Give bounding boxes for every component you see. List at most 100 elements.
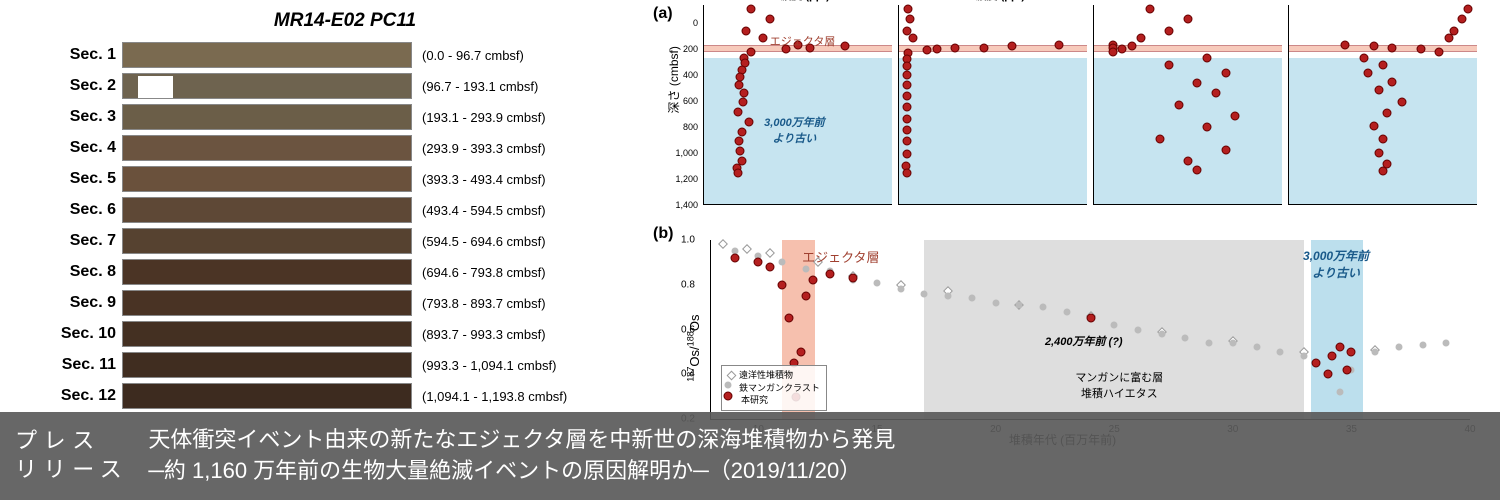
data-point [1221, 145, 1230, 154]
gray-point [897, 286, 904, 293]
data-point [902, 114, 911, 123]
core-row: Sec. 8(694.6 - 793.8 cmbsf) [60, 257, 630, 287]
red-point [1328, 352, 1337, 361]
banner-line1: 天体衝突イベント由来の新たなエジェクタ層を中新世の深海堆積物から発見 [148, 425, 895, 456]
gray-point [1040, 304, 1047, 311]
depth-range: (893.7 - 993.3 cmbsf) [412, 327, 546, 342]
data-point [1388, 43, 1397, 52]
section-label: Sec. 11 [60, 356, 122, 374]
subplot-title: 187Os/188Os [1289, 0, 1477, 2]
core-bar [122, 383, 412, 409]
subplot-title: Re濃度 (ppt) [704, 0, 892, 3]
data-point [841, 42, 850, 51]
data-point [902, 80, 911, 89]
section-label: Sec. 8 [60, 263, 122, 281]
depth-range: (96.7 - 193.1 cmbsf) [412, 79, 538, 94]
gray-point [1395, 344, 1402, 351]
section-label: Sec. 1 [60, 46, 122, 64]
gray-point [1443, 339, 1450, 346]
gray-point [968, 295, 975, 302]
data-point [744, 117, 753, 126]
gray-point [1253, 344, 1260, 351]
banner-text: 天体衝突イベント由来の新たなエジェクタ層を中新世の深海堆積物から発見 ─約 1,… [148, 425, 895, 487]
gray-point [1182, 335, 1189, 342]
red-point [849, 274, 858, 283]
data-point [1363, 69, 1372, 78]
panel-b-label: (b) [653, 225, 673, 243]
section-label: Sec. 4 [60, 139, 122, 157]
data-point [1108, 47, 1117, 56]
core-row: Sec. 11(993.3 - 1,094.1 cmbsf) [60, 350, 630, 380]
old-label-b: 3,000万年前より古い [1303, 247, 1369, 281]
red-point [766, 262, 775, 271]
banner-tag: プレス リリース [15, 427, 128, 484]
subplot: 187Re/188Os05101520 [1093, 5, 1282, 205]
data-point [902, 126, 911, 135]
y-tick: 1,200 [658, 174, 698, 184]
section-label: Sec. 2 [60, 77, 122, 95]
data-point [902, 137, 911, 146]
mn-label: マンガンに富む層堆積ハイエタス [1075, 369, 1163, 401]
data-point [1435, 47, 1444, 56]
y-tick: 1,000 [658, 148, 698, 158]
data-point [1444, 33, 1453, 42]
data-point [1155, 134, 1164, 143]
data-point [1369, 42, 1378, 51]
data-point [923, 46, 932, 55]
old-label: 3,000万年前より古い [764, 114, 825, 146]
red-point [1335, 343, 1344, 352]
y-tick: 800 [658, 122, 698, 132]
subplot-title: 187Re/188Os [1094, 0, 1282, 2]
data-point [951, 44, 960, 53]
data-point [1174, 100, 1183, 109]
data-point [1463, 5, 1472, 14]
gray-point [802, 266, 809, 273]
gray-point [992, 299, 999, 306]
data-point [1231, 111, 1240, 120]
data-point [758, 33, 767, 42]
core-row: Sec. 5(393.3 - 493.4 cmbsf) [60, 164, 630, 194]
data-point [1118, 45, 1127, 54]
red-point [1323, 370, 1332, 379]
data-point [1369, 121, 1378, 130]
y-tick-b: 0.4 [681, 369, 695, 380]
section-label: Sec. 5 [60, 170, 122, 188]
data-point [1397, 97, 1406, 106]
data-point [1375, 86, 1384, 95]
red-point [778, 280, 787, 289]
depth-range: (193.1 - 293.9 cmbsf) [412, 110, 546, 125]
red-point [825, 269, 834, 278]
subplot: Os濃度 (ppt)05001,0001,5002,000 [898, 5, 1087, 205]
data-point [1193, 79, 1202, 88]
data-point [906, 15, 915, 24]
core-bar [122, 259, 412, 285]
data-point [734, 107, 743, 116]
data-point [1221, 69, 1230, 78]
white-patch [138, 76, 173, 98]
y-tick: 200 [658, 44, 698, 54]
data-point [735, 137, 744, 146]
core-bar [122, 73, 412, 99]
banner-tag-l1: プレス [15, 427, 128, 456]
data-point [1341, 40, 1350, 49]
core-row: Sec. 2 (96.7 - 193.1 cmbsf) [60, 71, 630, 101]
legend-b: 遠洋性堆積物 鉄マンガンクラスト 本研究 [721, 365, 827, 411]
data-point [1007, 42, 1016, 51]
data-point [734, 168, 743, 177]
data-point [736, 147, 745, 156]
red-point [808, 276, 817, 285]
data-point [902, 91, 911, 100]
gray-point [1229, 339, 1236, 346]
ejecta-label-b: エジェクタ層 [802, 247, 879, 266]
core-bar [122, 228, 412, 254]
depth-range: (293.9 - 393.3 cmbsf) [412, 141, 546, 156]
gray-point [874, 279, 881, 286]
gray-point [1134, 326, 1141, 333]
data-point [1379, 134, 1388, 143]
legend-row: 遠洋性堆積物 [728, 369, 820, 382]
subplot-title: Os濃度 (ppt) [899, 0, 1087, 3]
section-label: Sec. 3 [60, 108, 122, 126]
depth-range: (793.8 - 893.7 cmbsf) [412, 296, 546, 311]
data-point [1165, 26, 1174, 35]
data-point [742, 26, 751, 35]
